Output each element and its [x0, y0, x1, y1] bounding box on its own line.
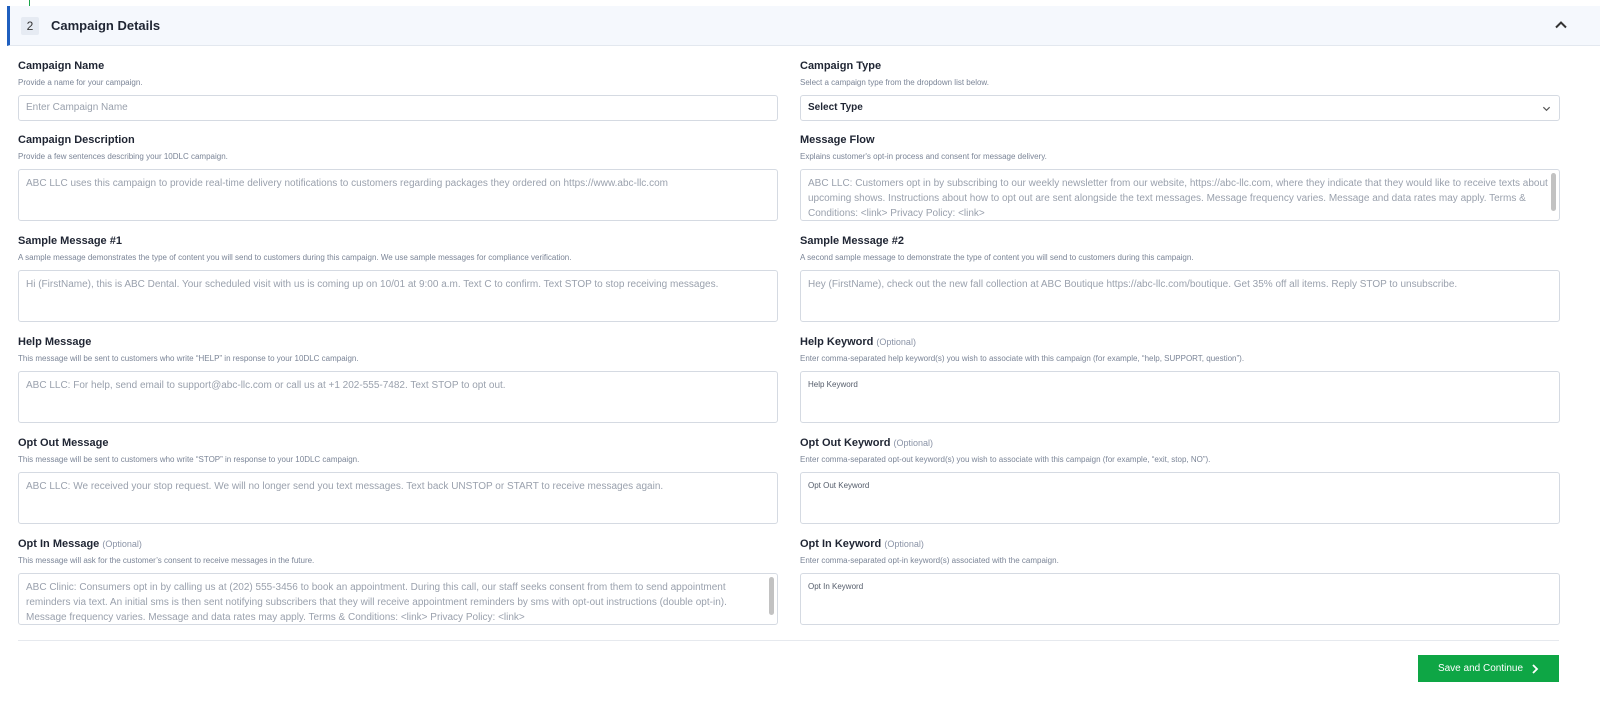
button-label: Save and Continue — [1437, 663, 1524, 674]
label-text: Opt Out Keyword — [800, 437, 891, 449]
opt-out-message-textarea[interactable]: ABC LLC: We received your stop request. … — [18, 472, 778, 524]
chevron-down-icon — [1542, 106, 1551, 112]
chevron-right-icon — [1532, 663, 1539, 674]
field-help: Select a campaign type from the dropdown… — [800, 78, 989, 87]
save-and-continue-button[interactable]: Save and Continue — [1418, 655, 1559, 682]
field-help: Provide a name for your campaign. — [18, 78, 143, 87]
field-label: Campaign Description — [18, 134, 135, 146]
opt-out-keyword-input[interactable]: Opt Out Keyword — [800, 472, 1560, 524]
field-help: This message will be sent to customers w… — [18, 455, 360, 464]
field-label: Opt Out Keyword (Optional) — [800, 436, 1560, 450]
field-label: Campaign Type — [800, 60, 882, 72]
field-help: A sample message demonstrates the type o… — [18, 253, 572, 262]
field-label: Opt In Keyword (Optional) — [800, 537, 1560, 551]
field-help: Explains customer's opt-in process and c… — [800, 152, 1047, 161]
opt-out-message-field: Opt Out Message This message will be sen… — [18, 436, 778, 524]
help-message-field: Help Message This message will be sent t… — [18, 335, 778, 423]
opt-in-keyword-field: Opt In Keyword (Optional) Enter comma-se… — [800, 537, 1560, 625]
message-flow-field: Message Flow Explains customer's opt-in … — [800, 133, 1560, 221]
opt-out-keyword-field: Opt Out Keyword (Optional) Enter comma-s… — [800, 436, 1560, 524]
progress-line — [29, 0, 30, 6]
textarea-value: ABC LLC: Customers opt in by subscribing… — [808, 178, 1548, 219]
select-value: Select Type — [808, 102, 863, 113]
field-help: Enter comma-separated opt-out keyword(s)… — [800, 455, 1211, 464]
campaign-description-textarea[interactable]: ABC LLC uses this campaign to provide re… — [18, 169, 778, 221]
sample-message-2-field: Sample Message #2 A second sample messag… — [800, 234, 1560, 322]
campaign-type-field: Campaign Type Select a campaign type fro… — [800, 59, 1560, 121]
field-label: Opt Out Message — [18, 437, 109, 449]
field-label: Help Keyword (Optional) — [800, 335, 1560, 349]
step-number: 2 — [21, 16, 39, 35]
help-keyword-field: Help Keyword (Optional) Enter comma-sepa… — [800, 335, 1560, 423]
campaign-name-input[interactable]: Enter Campaign Name — [18, 95, 778, 121]
field-help: Enter comma-separated opt-in keyword(s) … — [800, 556, 1059, 565]
field-help: This message will ask for the customer’s… — [18, 556, 315, 565]
field-help: Provide a few sentences describing your … — [18, 152, 228, 161]
divider — [18, 640, 1559, 641]
field-label: Sample Message #2 — [800, 235, 904, 247]
field-label: Opt In Message (Optional) — [18, 537, 778, 551]
opt-in-message-field: Opt In Message (Optional) This message w… — [18, 537, 778, 625]
optional-tag: (Optional) — [884, 539, 924, 549]
sample-message-1-textarea[interactable]: Hi (FirstName), this is ABC Dental. Your… — [18, 270, 778, 322]
field-label: Sample Message #1 — [18, 235, 122, 247]
field-help: This message will be sent to customers w… — [18, 354, 359, 363]
campaign-type-select[interactable]: Select Type — [800, 95, 1560, 121]
help-keyword-input[interactable]: Help Keyword — [800, 371, 1560, 423]
section-title: Campaign Details — [51, 18, 161, 33]
campaign-description-field: Campaign Description Provide a few sente… — [18, 133, 778, 221]
optional-tag: (Optional) — [102, 539, 142, 549]
textarea-value: ABC Clinic: Consumers opt in by calling … — [26, 582, 727, 623]
help-message-textarea[interactable]: ABC LLC: For help, send email to support… — [18, 371, 778, 423]
opt-in-keyword-input[interactable]: Opt In Keyword — [800, 573, 1560, 625]
message-flow-textarea[interactable]: ABC LLC: Customers opt in by subscribing… — [800, 169, 1560, 221]
sample-message-1-field: Sample Message #1 A sample message demon… — [18, 234, 778, 322]
field-label: Campaign Name — [18, 60, 105, 72]
chevron-up-icon[interactable] — [1554, 18, 1568, 32]
opt-in-message-textarea[interactable]: ABC Clinic: Consumers opt in by calling … — [18, 573, 778, 625]
field-help: Enter comma-separated help keyword(s) yo… — [800, 354, 1245, 363]
section-header[interactable]: 2 Campaign Details — [7, 6, 1600, 46]
label-text: Opt In Keyword — [800, 538, 882, 550]
sample-message-2-textarea[interactable]: Hey (FirstName), check out the new fall … — [800, 270, 1560, 322]
campaign-name-field: Campaign Name Provide a name for your ca… — [18, 59, 778, 121]
label-text: Help Keyword — [800, 336, 874, 348]
label-text: Opt In Message — [18, 538, 100, 550]
field-help: A second sample message to demonstrate t… — [800, 253, 1194, 262]
optional-tag: (Optional) — [893, 438, 934, 448]
scrollbar[interactable] — [769, 577, 774, 615]
scrollbar[interactable] — [1551, 173, 1556, 211]
field-label: Help Message — [18, 336, 92, 348]
optional-tag: (Optional) — [876, 337, 916, 347]
field-label: Message Flow — [800, 134, 875, 146]
